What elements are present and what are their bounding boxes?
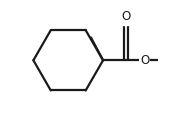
Text: O: O [140, 54, 149, 67]
Text: O: O [121, 10, 130, 23]
